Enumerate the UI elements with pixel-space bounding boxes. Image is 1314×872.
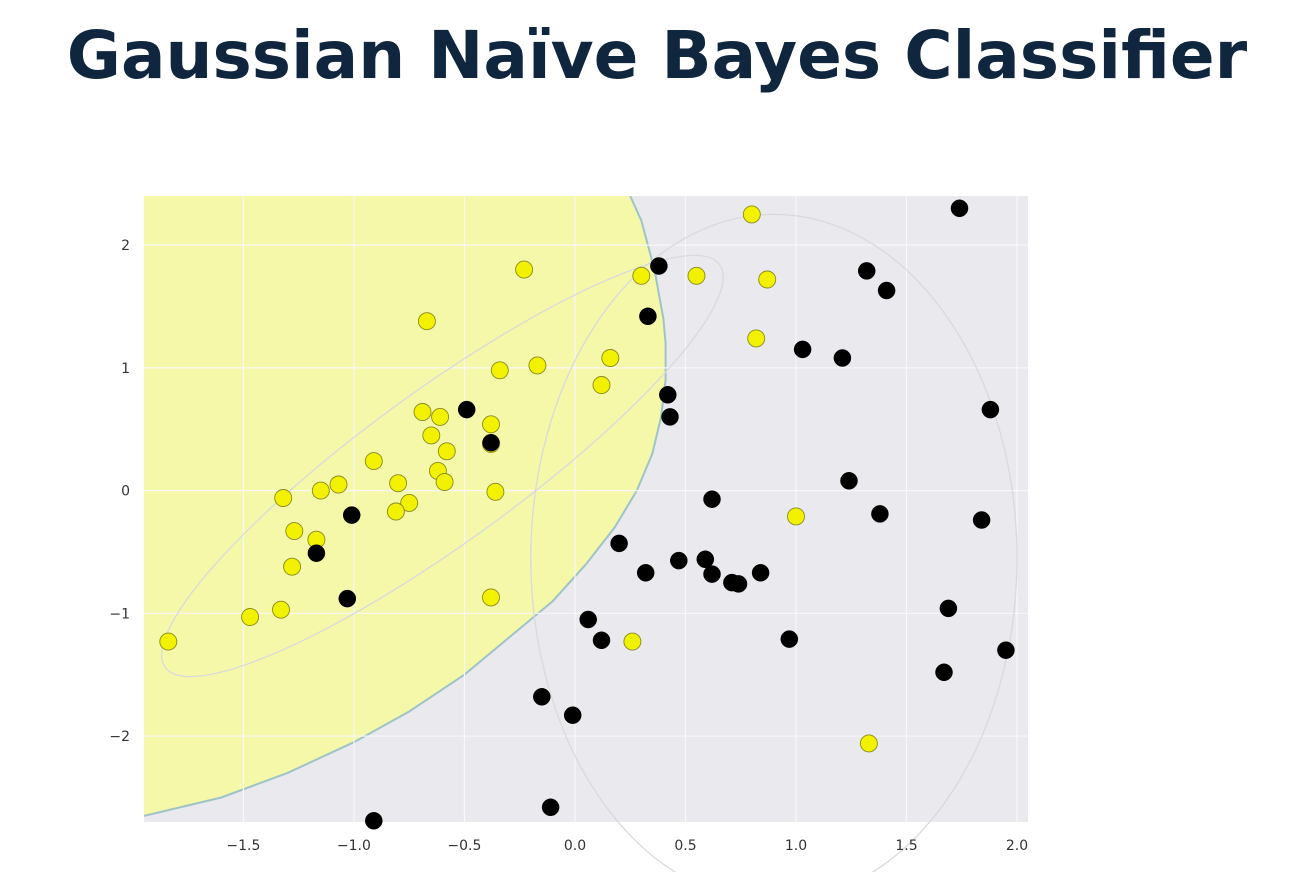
x-axis-tick-labels: −1.5 −1.0 −0.5 0.0 0.5 1.0 1.5 2.0 [226, 838, 1028, 854]
point-yellow-class [274, 489, 293, 507]
point-yellow-class [285, 522, 304, 541]
class-ellipses [160, 213, 1018, 872]
point-black-class [833, 349, 852, 367]
slide-title: Gaussian Naïve Bayes Classifier [66, 17, 1248, 94]
point-black-class [541, 798, 560, 817]
point-yellow-class [515, 260, 534, 279]
point-black-class [997, 641, 1015, 659]
point-yellow-class [437, 442, 456, 461]
point-black-class [751, 564, 770, 582]
point-yellow-class [272, 600, 290, 619]
point-yellow-class [632, 266, 651, 285]
point-black-class [871, 505, 889, 523]
point-yellow-class [329, 475, 348, 494]
point-black-class [579, 610, 597, 629]
point-yellow-class [386, 502, 405, 521]
y-axis-tick-labels: 2 1 0 −1 −2 [109, 238, 130, 745]
point-yellow-class [592, 376, 611, 394]
point-black-class [639, 307, 657, 326]
point-black-class [950, 199, 969, 218]
point-black-class [981, 400, 1000, 419]
y-tick-label: 0 [121, 484, 130, 500]
point-yellow-class [747, 329, 766, 348]
point-yellow-class [241, 608, 260, 626]
point-yellow-class [859, 734, 878, 753]
x-tick-label: 1.0 [785, 838, 807, 854]
point-black-class [338, 589, 357, 608]
point-black-class [482, 433, 500, 452]
data-points [159, 199, 1015, 830]
point-black-class [592, 631, 611, 650]
x-tick-label: −0.5 [447, 838, 481, 854]
y-tick-label: −2 [109, 729, 130, 745]
point-yellow-class [528, 356, 547, 375]
point-black-class [365, 812, 383, 830]
point-yellow-class [787, 507, 805, 526]
point-yellow-class [311, 481, 330, 500]
point-black-class [703, 565, 721, 583]
point-yellow-class [687, 266, 706, 285]
y-tick-label: 1 [121, 361, 130, 377]
point-yellow-class [482, 415, 500, 434]
point-black-class [342, 506, 361, 524]
x-tick-label: −1.0 [337, 838, 371, 854]
point-yellow-class [601, 349, 620, 367]
point-yellow-class [283, 557, 302, 576]
point-black-class [457, 400, 476, 419]
point-yellow-class [364, 452, 383, 471]
y-tick-label: −1 [109, 606, 130, 622]
point-black-class [857, 262, 876, 280]
point-black-class [636, 564, 655, 582]
point-yellow-class [623, 632, 642, 651]
point-black-class [670, 551, 688, 570]
point-yellow-class [758, 270, 777, 289]
point-black-class [780, 630, 799, 648]
point-yellow-class [422, 426, 441, 445]
x-tick-label: 1.5 [895, 838, 917, 854]
point-yellow-class [417, 312, 436, 331]
point-black-class [650, 257, 668, 275]
point-black-class [793, 340, 812, 359]
x-tick-label: 0.0 [564, 838, 586, 854]
class-ellipse-black [530, 213, 1018, 872]
point-black-class [533, 688, 551, 706]
point-black-class [563, 706, 582, 724]
point-yellow-class [742, 205, 761, 224]
point-yellow-class [482, 588, 500, 607]
point-black-class [877, 281, 896, 300]
point-black-class [307, 544, 326, 562]
x-tick-label: 0.5 [674, 838, 696, 854]
point-black-class [610, 534, 628, 553]
point-yellow-class [435, 473, 454, 491]
point-black-class [972, 511, 991, 529]
point-black-class [661, 408, 679, 426]
x-tick-label: −1.5 [226, 838, 260, 854]
point-black-class [935, 663, 953, 682]
point-black-class [703, 490, 721, 508]
point-black-class [939, 599, 958, 618]
point-yellow-class [389, 474, 408, 493]
point-black-class [729, 575, 748, 593]
point-black-class [696, 550, 715, 569]
point-black-class [840, 472, 858, 490]
point-yellow-class [490, 361, 509, 380]
point-yellow-class [400, 493, 419, 512]
y-tick-label: 2 [121, 238, 130, 254]
point-yellow-class [486, 482, 505, 501]
x-tick-label: 2.0 [1006, 838, 1028, 854]
point-yellow-class [413, 403, 432, 421]
point-black-class [659, 386, 677, 404]
class-ellipse-yellow [160, 254, 724, 678]
point-yellow-class [431, 407, 450, 426]
point-yellow-class [159, 632, 178, 651]
